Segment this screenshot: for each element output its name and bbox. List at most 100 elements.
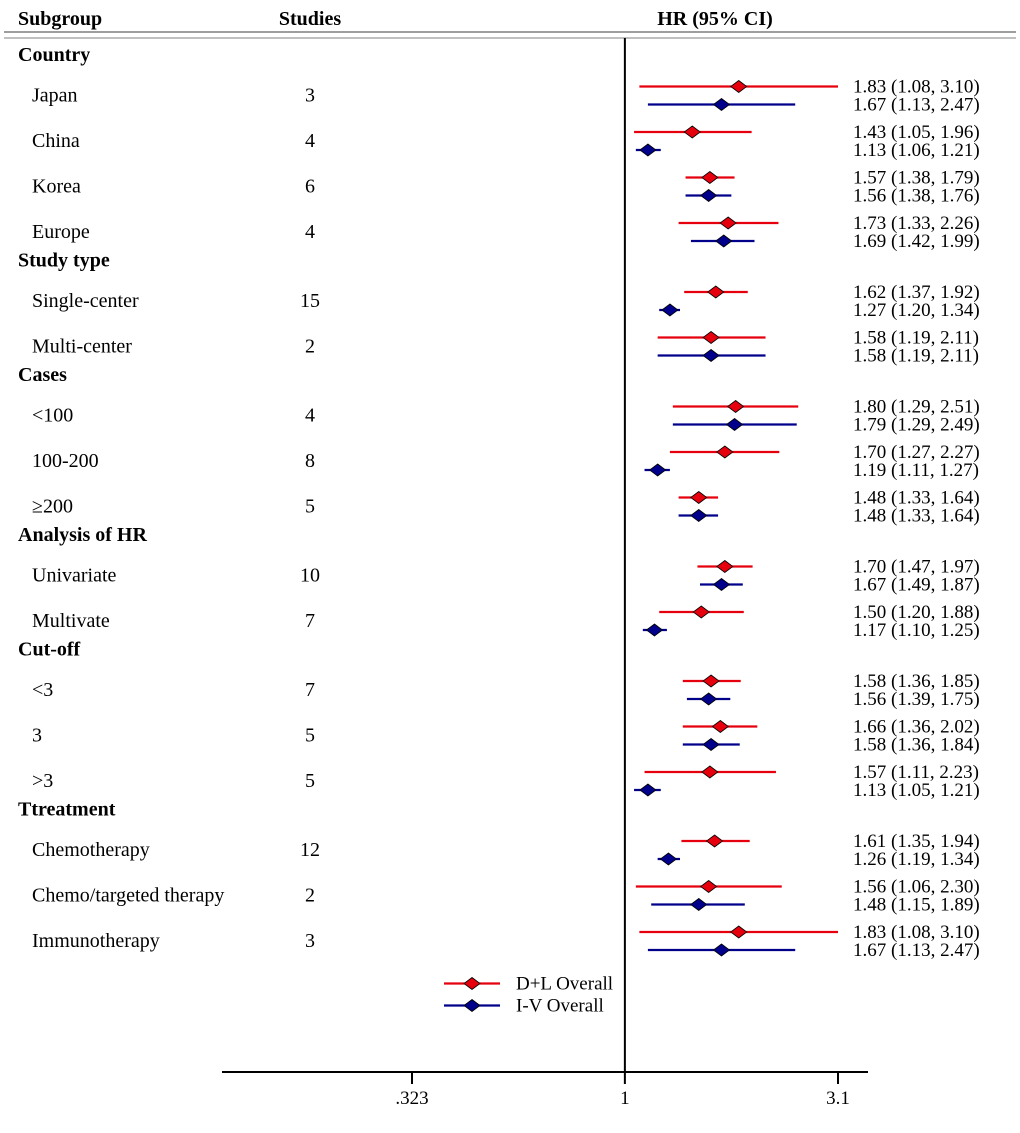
row-label: Single-center xyxy=(32,290,139,312)
row-label: Immunotherapy xyxy=(32,930,160,952)
row-label: <3 xyxy=(32,679,53,701)
row-label: Chemotherapy xyxy=(32,839,150,861)
diamond-marker xyxy=(701,190,717,202)
estimate-blue: 1.79 (1.29, 2.49) xyxy=(853,415,980,436)
row-studies: 8 xyxy=(305,450,315,472)
estimate-blue: 1.56 (1.38, 1.76) xyxy=(853,186,980,207)
row-studies: 2 xyxy=(305,336,315,358)
estimate-blue: 1.48 (1.33, 1.64) xyxy=(853,506,980,527)
estimate-blue: 1.67 (1.13, 2.47) xyxy=(853,95,980,116)
row-label: Chemo/targeted therapy xyxy=(32,885,224,907)
row-label: >3 xyxy=(32,770,53,792)
header-studies: Studies xyxy=(279,8,341,30)
diamond-marker xyxy=(691,899,707,911)
diamond-marker xyxy=(702,172,718,184)
row-studies: 7 xyxy=(305,679,315,701)
diamond-marker xyxy=(716,235,732,247)
diamond-marker xyxy=(712,721,728,733)
diamond-marker xyxy=(640,784,656,796)
row-studies: 10 xyxy=(300,565,320,587)
diamond-marker xyxy=(728,401,744,413)
estimate-blue: 1.69 (1.42, 1.99) xyxy=(853,231,980,252)
estimate-blue: 1.19 (1.11, 1.27) xyxy=(853,460,979,481)
row-label: Europe xyxy=(32,221,90,243)
row-label: Korea xyxy=(32,176,81,198)
row-studies: 15 xyxy=(300,290,320,312)
diamond-marker xyxy=(662,304,678,316)
group-title: Analysis of HR xyxy=(18,524,147,546)
row-label: Multi-center xyxy=(32,336,132,358)
row-studies: 5 xyxy=(305,770,315,792)
diamond-marker xyxy=(701,693,717,705)
group-title: Cut-off xyxy=(18,639,81,661)
estimate-blue: 1.27 (1.20, 1.34) xyxy=(853,300,980,321)
diamond-marker xyxy=(691,510,707,522)
row-studies: 7 xyxy=(305,610,315,632)
estimate-blue: 1.17 (1.10, 1.25) xyxy=(853,620,980,641)
diamond-marker xyxy=(717,561,733,573)
diamond-marker xyxy=(717,446,733,458)
diamond-marker xyxy=(660,853,676,865)
row-label: China xyxy=(32,130,80,152)
diamond-marker xyxy=(464,978,480,990)
diamond-marker xyxy=(703,332,719,344)
diamond-marker xyxy=(708,286,724,298)
row-label: 3 xyxy=(32,725,42,747)
legend-label: I-V Overall xyxy=(516,996,604,1017)
diamond-marker xyxy=(640,144,656,156)
header-subgroup: Subgroup xyxy=(18,8,102,30)
estimate-blue: 1.13 (1.06, 1.21) xyxy=(853,140,980,161)
row-studies: 4 xyxy=(305,221,315,243)
diamond-marker xyxy=(713,99,729,111)
row-label: ≥200 xyxy=(32,496,73,518)
estimate-blue: 1.58 (1.36, 1.84) xyxy=(853,735,980,756)
x-tick-label: 1 xyxy=(620,1088,630,1109)
row-label: Univariate xyxy=(32,565,117,587)
diamond-marker xyxy=(727,419,743,431)
header-hr: HR (95% CI) xyxy=(657,8,773,30)
diamond-marker xyxy=(713,579,729,591)
estimate-blue: 1.48 (1.15, 1.89) xyxy=(853,895,980,916)
estimate-blue: 1.13 (1.05, 1.21) xyxy=(853,780,980,801)
estimate-blue: 1.56 (1.39, 1.75) xyxy=(853,689,980,710)
row-label: <100 xyxy=(32,405,73,427)
group-title: Study type xyxy=(18,250,110,272)
row-label: 100-200 xyxy=(32,450,99,472)
group-title: Country xyxy=(18,44,90,66)
legend-label: D+L Overall xyxy=(516,974,613,995)
x-tick-label: 3.1 xyxy=(826,1088,850,1109)
diamond-marker xyxy=(693,606,709,618)
diamond-marker xyxy=(713,944,729,956)
row-studies: 3 xyxy=(305,930,315,952)
diamond-marker xyxy=(731,81,747,93)
estimate-blue: 1.58 (1.19, 2.11) xyxy=(853,346,979,367)
estimate-blue: 1.67 (1.49, 1.87) xyxy=(853,575,980,596)
row-studies: 4 xyxy=(305,130,315,152)
row-studies: 6 xyxy=(305,176,315,198)
diamond-marker xyxy=(701,881,717,893)
diamond-marker xyxy=(691,492,707,504)
diamond-marker xyxy=(707,835,723,847)
row-studies: 12 xyxy=(300,839,320,861)
group-title: Cases xyxy=(18,364,67,386)
diamond-marker xyxy=(703,350,719,362)
row-studies: 3 xyxy=(305,85,315,107)
estimate-blue: 1.26 (1.19, 1.34) xyxy=(853,849,980,870)
diamond-marker xyxy=(684,126,700,138)
group-title: Ttreatment xyxy=(18,799,116,821)
estimate-blue: 1.67 (1.13, 2.47) xyxy=(853,940,980,961)
row-studies: 2 xyxy=(305,885,315,907)
diamond-marker xyxy=(720,217,736,229)
row-studies: 5 xyxy=(305,496,315,518)
diamond-marker xyxy=(731,926,747,938)
x-tick-label: .323 xyxy=(395,1088,428,1109)
diamond-marker xyxy=(703,739,719,751)
diamond-marker xyxy=(702,766,718,778)
diamond-marker xyxy=(650,464,666,476)
diamond-marker xyxy=(464,1000,480,1012)
row-label: Japan xyxy=(32,85,78,107)
diamond-marker xyxy=(646,624,662,636)
diamond-marker xyxy=(703,675,719,687)
row-label: Multivate xyxy=(32,610,110,632)
row-studies: 5 xyxy=(305,725,315,747)
